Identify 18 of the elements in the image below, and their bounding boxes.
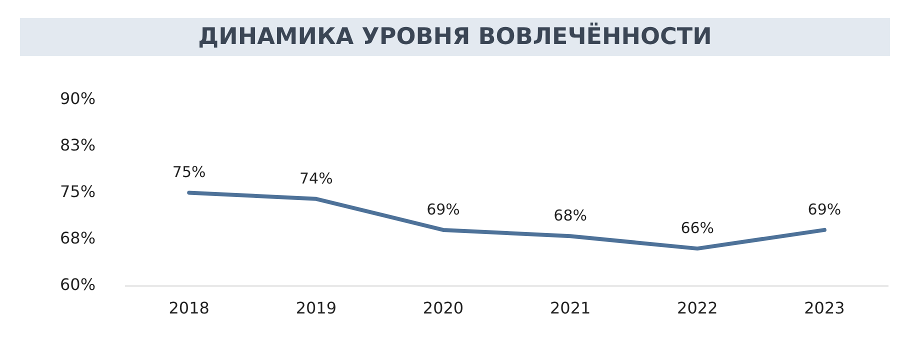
text: 75% [172, 163, 206, 182]
x-tick-label: 2019 [296, 298, 337, 318]
y-tick-label: 90% [60, 88, 96, 108]
text: 69% [808, 200, 842, 218]
x-tick-label: 2022 [677, 298, 718, 318]
y-tick-label: 75% [60, 182, 96, 201]
text: 66% [680, 218, 714, 237]
x-tick-label: 2018 [168, 298, 210, 318]
text: 74% [300, 169, 333, 188]
x-tick-label: 2021 [550, 298, 591, 318]
y-tick-label: 68% [60, 228, 96, 248]
x-tick-label: 2020 [422, 298, 464, 318]
text: 68% [554, 206, 587, 225]
x-tick-label: 2023 [804, 298, 845, 318]
chart-title: ДИНАМИКА УРОВНЯ ВОВЛЕЧЁННОСТИ [20, 18, 890, 56]
y-tick-label: 60% [60, 274, 96, 294]
text: 69% [426, 200, 460, 218]
y-tick-label: 83% [60, 135, 96, 154]
